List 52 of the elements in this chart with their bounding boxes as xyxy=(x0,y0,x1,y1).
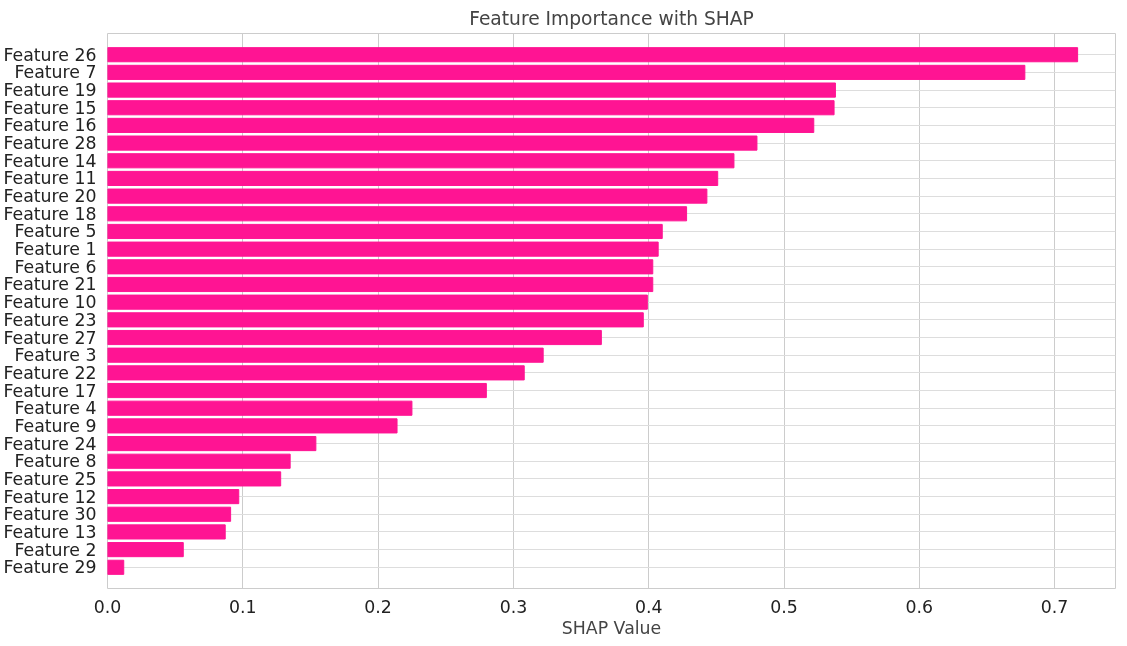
bar xyxy=(107,117,815,133)
bar xyxy=(107,188,708,204)
bar xyxy=(107,206,688,222)
bar xyxy=(107,170,719,187)
bar xyxy=(107,506,232,522)
y-tick-label: Feature 16 xyxy=(3,115,97,136)
bar xyxy=(107,365,525,381)
y-tick-label: Feature 11 xyxy=(3,168,97,189)
bar xyxy=(107,559,125,575)
bar xyxy=(107,312,644,328)
bar xyxy=(107,382,487,399)
chart-title: Feature Importance with SHAP xyxy=(469,7,754,29)
y-tick-label: Feature 12 xyxy=(3,486,97,507)
y-tick-label: Feature 27 xyxy=(3,327,97,348)
y-tick-label: Feature 7 xyxy=(14,62,97,83)
bar xyxy=(107,418,398,434)
x-axis-title: SHAP Value xyxy=(561,617,662,638)
y-tick-label: Feature 5 xyxy=(14,221,97,242)
bar xyxy=(107,524,226,540)
bar xyxy=(107,64,1026,80)
bar xyxy=(107,542,184,558)
bar xyxy=(107,435,317,452)
y-tick-label: Feature 29 xyxy=(3,557,97,578)
bar xyxy=(107,329,602,346)
y-tick-label: Feature 17 xyxy=(3,380,97,401)
x-tick-label: 0.1 xyxy=(229,596,257,617)
y-tick-label: Feature 24 xyxy=(3,433,97,454)
bar xyxy=(107,82,836,98)
bar xyxy=(107,100,835,116)
bar xyxy=(107,153,735,169)
bar xyxy=(107,453,291,469)
bar xyxy=(107,276,654,293)
bar xyxy=(107,400,413,416)
x-tick-label: 0.5 xyxy=(770,596,798,617)
bar xyxy=(107,489,240,505)
x-tick-label: 0.4 xyxy=(634,596,663,617)
bar xyxy=(107,47,1079,63)
bar xyxy=(107,135,758,151)
x-tick-label: 0.7 xyxy=(1040,596,1069,617)
x-tick-label: 0.3 xyxy=(499,596,528,617)
bar xyxy=(107,223,663,240)
y-tick-label: Feature 2 xyxy=(14,539,97,560)
x-tick-label: 0.6 xyxy=(905,596,934,617)
x-tick-label: 0.0 xyxy=(93,596,122,617)
y-tick-label: Feature 26 xyxy=(3,44,97,65)
bar xyxy=(107,294,648,310)
y-tick-label: Feature 21 xyxy=(3,274,97,295)
x-tick-label: 0.2 xyxy=(364,596,392,617)
bar xyxy=(107,259,654,275)
bar xyxy=(107,241,659,257)
bar xyxy=(107,347,544,363)
bar xyxy=(107,471,282,487)
